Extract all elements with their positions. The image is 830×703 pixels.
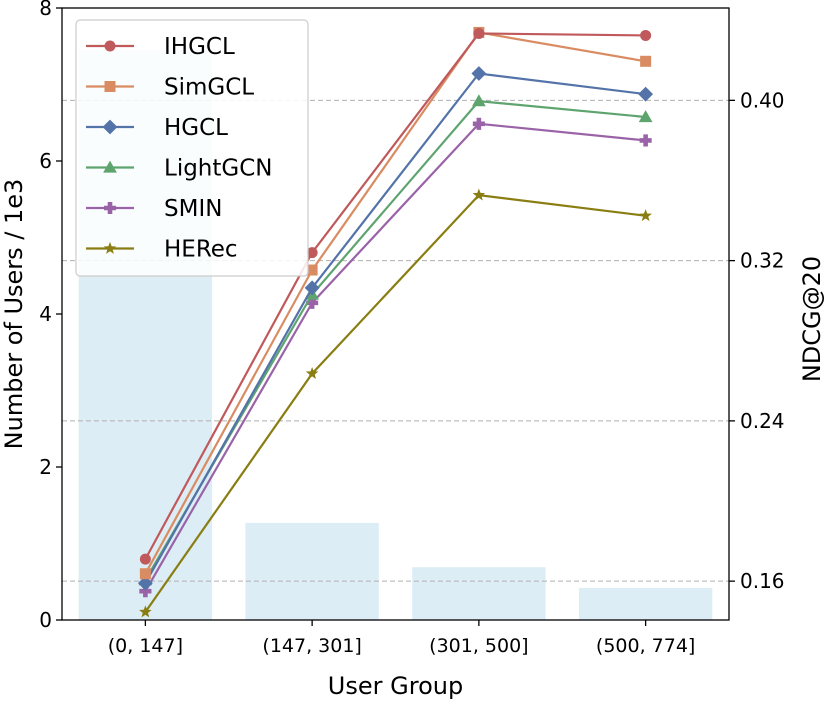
data-point [139, 553, 151, 565]
legend-entry: HERec [86, 237, 238, 263]
data-point [306, 264, 318, 276]
data-point [103, 201, 117, 215]
legend-label: LightGCN [164, 156, 273, 182]
legend-box [75, 19, 309, 277]
series-ihgcl [139, 27, 652, 565]
data-point [640, 55, 652, 67]
series-smin [139, 117, 652, 598]
legend: IHGCL SimGCL HGCL LightGCN SMIN HERec [75, 19, 309, 277]
data-point [638, 86, 654, 102]
data-point [472, 117, 485, 130]
legend-label: SimGCL [164, 75, 254, 101]
data-point [640, 29, 652, 41]
data-point [639, 134, 652, 147]
legend-entry: SMIN [86, 196, 222, 222]
x-tick-label: (500, 774] [596, 635, 695, 657]
right-axis-title: NDCG@20 [798, 256, 826, 382]
bar [245, 522, 379, 620]
data-point [139, 605, 152, 618]
legend-label: HGCL [164, 115, 228, 141]
data-point [471, 66, 487, 81]
left-tick-label: 4 [39, 302, 52, 326]
left-tick-label: 6 [39, 149, 52, 173]
data-point [102, 119, 118, 135]
data-point [306, 296, 319, 309]
data-point [306, 247, 318, 259]
series-line [144, 72, 646, 584]
data-point [638, 110, 653, 123]
left-axis-title: Number of Users / 1e3 [0, 179, 28, 450]
left-tick-label: 2 [39, 455, 52, 479]
legend-label: IHGCL [164, 34, 235, 60]
data-point [103, 241, 117, 254]
series-herec [139, 188, 652, 618]
lines-layer [137, 26, 654, 618]
x-axis-title: User Group [328, 672, 463, 700]
right-tick-label: 0.24 [740, 409, 785, 433]
data-point [305, 367, 319, 379]
x-tick-label: (147, 301] [262, 635, 361, 657]
series-line [144, 122, 646, 592]
legend-entry: LightGCN [86, 156, 273, 182]
legend-label: SMIN [164, 196, 222, 222]
data-point [472, 188, 486, 201]
data-point [103, 160, 117, 173]
data-point [104, 40, 116, 52]
left-tick-label: 8 [39, 0, 52, 20]
bar [412, 567, 546, 620]
right-tick-label: 0.16 [740, 569, 785, 593]
legend-entry: SimGCL [86, 75, 254, 101]
legend-entry: HGCL [86, 115, 228, 141]
data-point [472, 94, 486, 107]
series-line [144, 32, 646, 560]
x-tick-label: (0, 147] [108, 635, 183, 657]
data-point [104, 81, 116, 92]
data-point [639, 209, 652, 222]
data-point [473, 27, 485, 39]
legend-label: HERec [164, 237, 238, 263]
bar [578, 587, 713, 620]
left-tick-label: 0 [39, 608, 52, 632]
x-tick-label: (301, 500] [429, 635, 528, 657]
series-line [144, 193, 646, 613]
data-point [139, 568, 151, 580]
series-line [144, 31, 646, 575]
data-point [139, 585, 152, 598]
legend-entry: IHGCL [86, 34, 235, 60]
series-hgcl [137, 66, 654, 591]
right-tick-label: 0.32 [740, 249, 785, 273]
data-point [137, 575, 153, 591]
data-point [304, 280, 320, 296]
grid-layer [62, 99, 729, 582]
right-tick-label: 0.40 [740, 88, 785, 112]
